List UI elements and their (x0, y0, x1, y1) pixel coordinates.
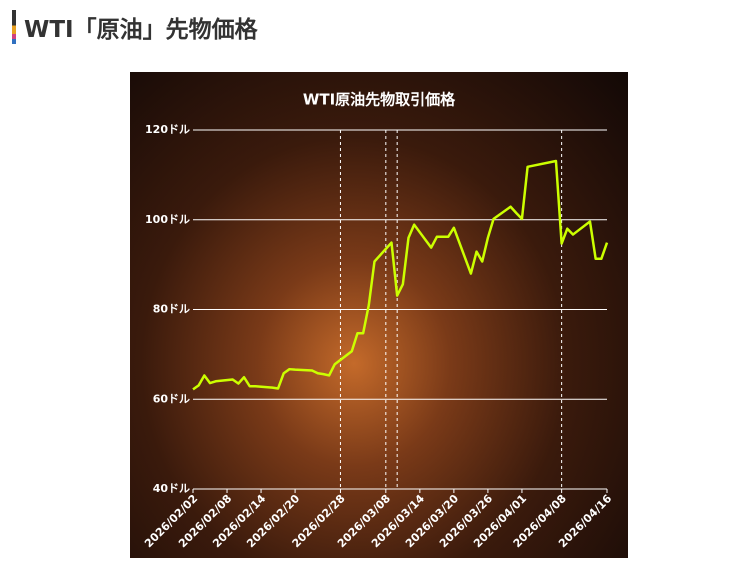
chart-title: WTI原油先物取引価格 (303, 91, 456, 109)
y-tick-label: 80ドル (153, 303, 190, 316)
y-tick-label: 40ドル (153, 482, 190, 495)
chart-background (130, 72, 628, 558)
y-tick-label: 60ドル (153, 392, 190, 405)
page-title: WTI「原油」先物価格 (24, 17, 258, 43)
y-tick-label: 100ドル (145, 213, 190, 226)
y-tick-label: 120ドル (145, 123, 190, 136)
header-accent (12, 10, 16, 44)
header: WTI「原油」先物価格 (12, 10, 258, 44)
data-line (192, 159, 609, 391)
